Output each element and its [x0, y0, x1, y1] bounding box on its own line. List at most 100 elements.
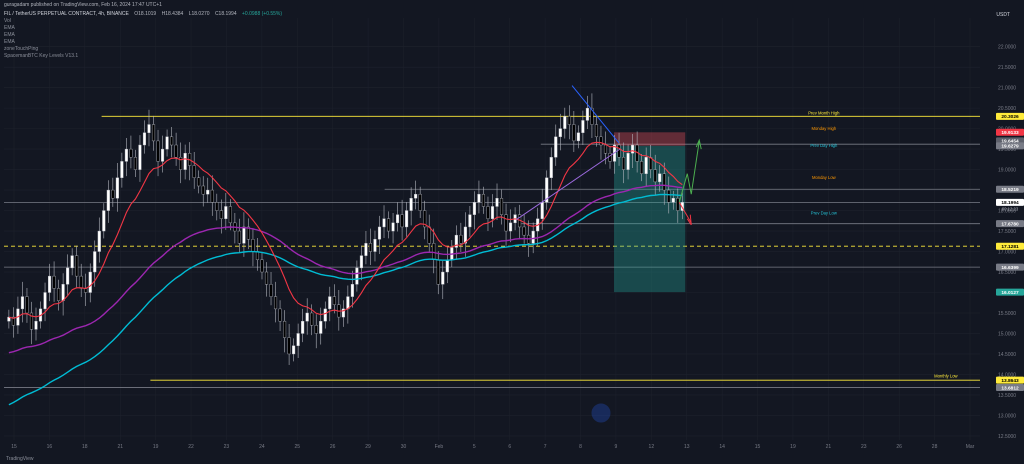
candle-body	[255, 251, 260, 260]
candle-body	[427, 226, 431, 244]
price-axis-badge-text: 19.6279	[1001, 144, 1019, 150]
candle-body	[156, 140, 160, 162]
candle-body	[142, 132, 147, 146]
candle-body	[237, 230, 241, 244]
candle-body	[323, 308, 327, 322]
y-tick-label: 13.0000	[998, 413, 1016, 419]
candle-body	[531, 230, 535, 244]
candle-body	[314, 325, 318, 334]
x-tick-label: Feb	[435, 444, 444, 450]
candle-body	[490, 206, 495, 219]
candle-body	[509, 222, 513, 232]
candle-body	[468, 214, 472, 228]
x-tick-label: 15	[11, 444, 17, 450]
tradingview-logo[interactable]: TradingView	[6, 456, 34, 462]
support-trend-line[interactable]	[516, 148, 621, 220]
level-annotation-label: Monthly Low	[934, 374, 958, 379]
candle-body	[147, 124, 151, 133]
candle-body	[364, 243, 368, 256]
price-axis-badge-text: 16.0127	[1001, 290, 1019, 296]
candle-body	[48, 275, 52, 293]
indicator-ema-1[interactable]: EMA	[4, 25, 15, 31]
candle-body	[680, 202, 684, 211]
candle-body	[70, 255, 74, 269]
candle-body	[66, 267, 70, 285]
circle-marker-icon[interactable]	[591, 403, 611, 423]
candle-body	[405, 210, 409, 228]
price-axis-badge-text: 17.6780	[1001, 221, 1019, 227]
x-tick-label: 25	[294, 444, 300, 450]
symbol-title[interactable]: FIL / TetherUS PERPETUAL CONTRACT, 4h, B…	[4, 11, 129, 17]
candle-body	[61, 284, 65, 301]
x-tick-label: 13	[684, 444, 690, 450]
price-axis-badge	[996, 263, 1024, 271]
price-axis-badge	[996, 185, 1024, 193]
candle-body	[120, 161, 124, 178]
y-tick-label: 12.5000	[998, 434, 1016, 440]
candle-body	[368, 243, 373, 252]
x-tick-label: 26	[330, 444, 336, 450]
price-axis-badge-text: 19.9133	[1001, 130, 1019, 136]
candle-body	[93, 251, 97, 273]
indicator-vol[interactable]: Vol	[4, 18, 11, 24]
indicator-zone-touch[interactable]: zoneTouchPing	[4, 46, 39, 52]
candle-body	[242, 226, 246, 244]
candle-body	[653, 169, 657, 183]
y-tick-label: 17.5000	[998, 229, 1016, 235]
bullish-projection-arrow[interactable]	[678, 140, 700, 203]
price-axis-badge	[996, 198, 1024, 206]
high-value: H18.4384	[161, 11, 184, 17]
candle-body	[377, 226, 382, 240]
candle-body	[179, 157, 183, 170]
candle-body	[576, 132, 580, 142]
y-tick-label: 18.0000	[998, 209, 1016, 215]
change-value: +0.0988 (+0.55%)	[242, 11, 283, 17]
x-tick-label: 23	[861, 444, 867, 450]
indicator-key-levels[interactable]: SpacemanBTC Key Levels V13.1	[4, 53, 79, 59]
x-tick-label: 21	[826, 444, 832, 450]
candle-body	[418, 193, 422, 211]
take-profit-zone[interactable]	[614, 145, 686, 293]
x-tick-label: 29	[365, 444, 371, 450]
trend-line[interactable]	[571, 85, 620, 144]
candle-body	[495, 198, 499, 207]
candle-body	[423, 210, 427, 228]
low-value: L18.0270	[188, 11, 210, 17]
y-tick-label: 22.0000	[998, 45, 1016, 51]
candle-body	[57, 288, 61, 301]
price-axis-badge	[996, 112, 1024, 120]
candle-body	[206, 189, 210, 195]
candle-body	[350, 284, 354, 297]
candle-body	[34, 320, 38, 330]
currency-label: USDT	[996, 12, 1010, 18]
candle-body	[287, 337, 291, 355]
candle-body	[52, 275, 56, 289]
bearish-projection-arrow[interactable]	[678, 202, 692, 224]
bearish-arrow-head	[686, 214, 692, 226]
candle-body	[622, 157, 626, 170]
indicator-ema-3[interactable]: EMA	[4, 39, 15, 45]
y-tick-label: 21.0000	[998, 86, 1016, 92]
x-tick-label: 23	[224, 444, 230, 450]
price-axis-badge-text: 17.1281	[1001, 244, 1019, 250]
legend: FIL / TetherUS PERPETUAL CONTRACT, 4h, B…	[4, 11, 282, 60]
level-annotation-label: Prev Month High	[808, 111, 840, 116]
candle-body	[88, 271, 92, 293]
brand-label: TradingView	[6, 456, 34, 462]
x-tick-label: 30	[401, 444, 407, 450]
indicator-ema-2[interactable]: EMA	[4, 32, 15, 38]
candle-body	[481, 193, 485, 207]
price-axis-badge-text: 18.5219	[1001, 187, 1019, 193]
candle-body	[676, 198, 680, 211]
indicator-list: Vol EMA EMA EMA zoneTouchPing SpacemanBT…	[4, 18, 282, 60]
candle-body	[20, 296, 24, 310]
candle-body	[626, 153, 630, 170]
stop-loss-zone[interactable]	[614, 132, 686, 146]
x-tick-label: 8	[579, 444, 582, 450]
candle-body	[197, 177, 201, 187]
candle-body	[540, 202, 544, 219]
candle-body	[409, 198, 413, 211]
